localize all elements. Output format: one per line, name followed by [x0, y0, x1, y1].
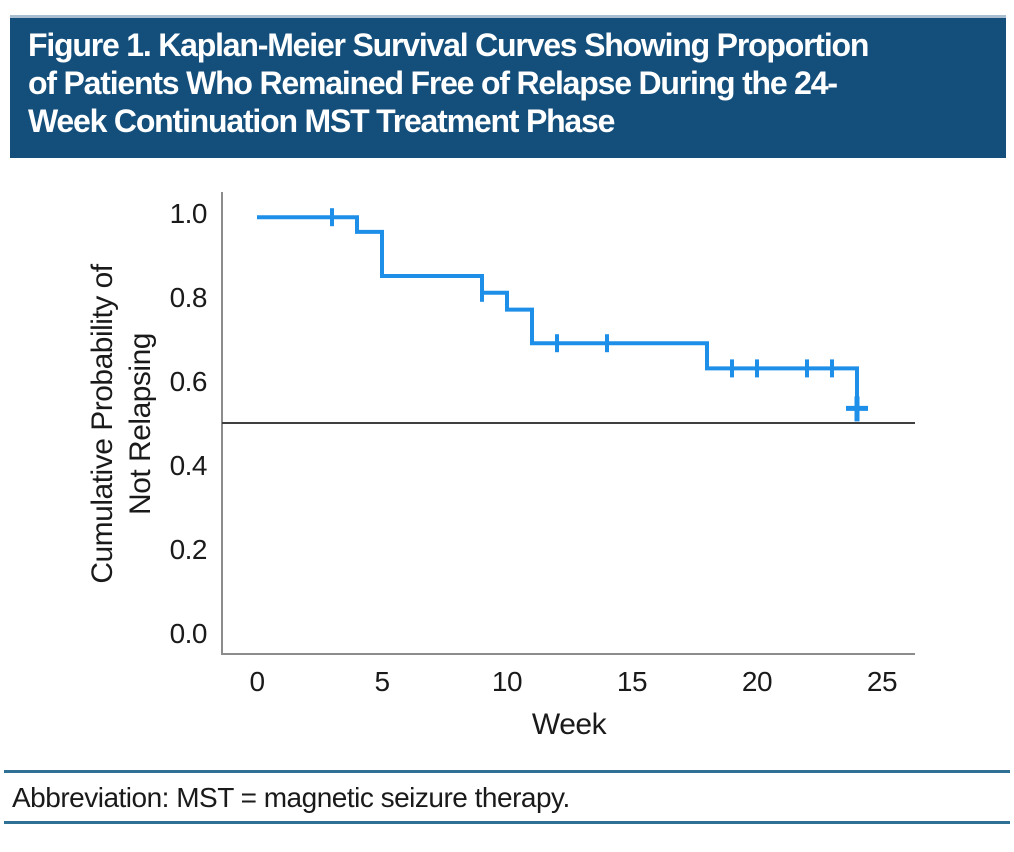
- y-tick-label: 0.2: [170, 534, 207, 565]
- abbreviation-text: Abbreviation: MST = magnetic seizure the…: [12, 782, 570, 813]
- figure-title-line-2: of Patients Who Remained Free of Relapse…: [28, 65, 838, 101]
- figure-title-banner: Figure 1. Kaplan-Meier Survival Curves S…: [10, 15, 1006, 158]
- y-axis-label-line2: Not Relapsing: [124, 333, 157, 515]
- figure-title-line-1: Figure 1. Kaplan-Meier Survival Curves S…: [28, 27, 869, 63]
- y-axis-label: Cumulative Probability of Not Relapsing: [84, 144, 160, 704]
- y-tick-label: 0.0: [170, 618, 207, 649]
- x-tick-label: 15: [617, 666, 647, 697]
- x-tick-label: 5: [374, 666, 389, 697]
- abbreviation-note: Abbreviation: MST = magnetic seizure the…: [4, 770, 1010, 824]
- x-tick-label: 0: [249, 666, 264, 697]
- y-tick-label: 0.8: [170, 282, 207, 313]
- figure-title-line-3: Week Continuation MST Treatment Phase: [28, 103, 615, 139]
- x-axis-label: Week: [531, 708, 607, 741]
- y-tick-label: 0.6: [170, 366, 207, 397]
- y-tick-label: 1.0: [170, 198, 207, 229]
- x-tick-label: 10: [492, 666, 522, 697]
- y-tick-label: 0.4: [170, 450, 207, 481]
- y-axis-label-line1: Cumulative Probability of: [86, 264, 119, 584]
- x-tick-label: 20: [742, 666, 772, 697]
- x-tick-label: 25: [867, 666, 897, 697]
- survival-curve: [257, 215, 859, 411]
